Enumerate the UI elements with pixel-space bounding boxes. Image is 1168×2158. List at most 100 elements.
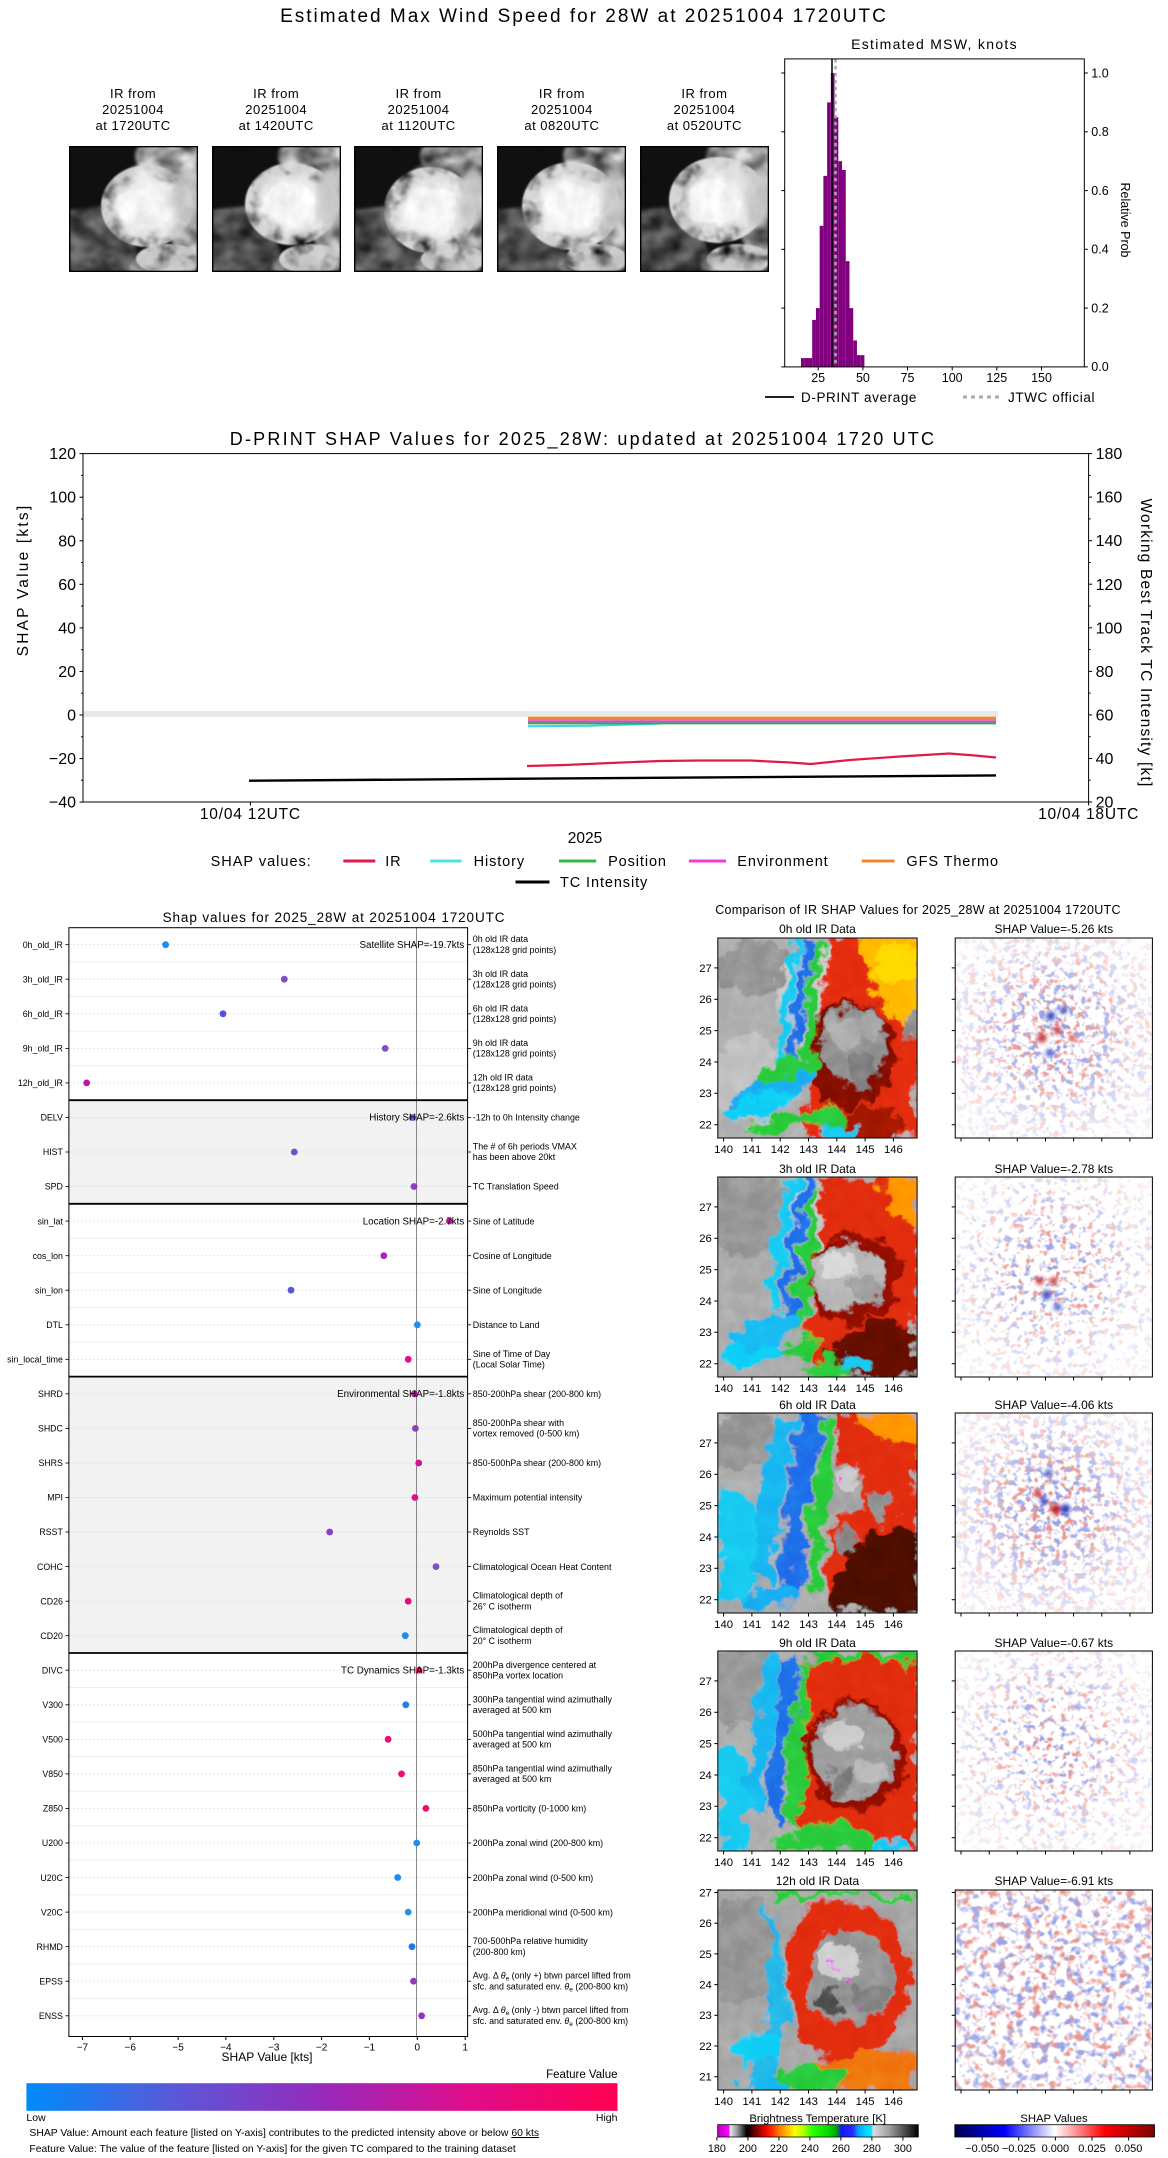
svg-text:22: 22 [699, 1833, 712, 1845]
svg-text:History: History [474, 854, 525, 870]
svg-text:500hPa tangential wind azimuth: 500hPa tangential wind azimuthally [473, 1729, 613, 1739]
svg-text:145: 145 [856, 1144, 875, 1156]
svg-text:Relative Prob: Relative Prob [1118, 182, 1132, 257]
svg-text:3h_old_IR: 3h_old_IR [23, 975, 63, 985]
svg-text:Sine of Longitude: Sine of Longitude [473, 1285, 542, 1295]
svg-text:23: 23 [699, 1563, 712, 1575]
svg-text:143: 143 [799, 1619, 818, 1631]
svg-text:141: 141 [742, 1857, 761, 1869]
svg-text:Avg. Δ θe (only +) btwn parcel: Avg. Δ θe (only +) btwn parcel lifted fr… [473, 1971, 631, 1983]
svg-text:averaged at 500 km: averaged at 500 km [473, 1705, 551, 1715]
svg-text:260: 260 [832, 2143, 850, 2155]
svg-text:146: 146 [884, 1857, 903, 1869]
svg-text:25: 25 [699, 1739, 712, 1751]
svg-text:Feature Value: The value of th: Feature Value: The value of the feature … [29, 2144, 515, 2155]
svg-text:High: High [596, 2112, 618, 2124]
svg-text:25: 25 [699, 1501, 712, 1513]
svg-text:sfc. and saturated env. θe (20: sfc. and saturated env. θe (200-800 km) [473, 1981, 628, 1993]
svg-text:(128x128 grid points): (128x128 grid points) [473, 945, 556, 955]
svg-text:6h_old_IR: 6h_old_IR [23, 1009, 63, 1019]
svg-text:TC Intensity: TC Intensity [560, 875, 648, 891]
svg-text:SPD: SPD [45, 1182, 63, 1192]
svg-text:23: 23 [699, 1088, 712, 1100]
svg-text:25: 25 [811, 371, 825, 385]
svg-text:180: 180 [1096, 446, 1123, 463]
svg-text:SHRD: SHRD [38, 1389, 63, 1399]
svg-text:141: 141 [742, 1619, 761, 1631]
svg-text:100: 100 [1096, 620, 1123, 637]
svg-text:Reynolds SST: Reynolds SST [473, 1527, 530, 1537]
svg-text:(128x128 grid points): (128x128 grid points) [473, 1083, 556, 1093]
svg-text:25: 25 [699, 1949, 712, 1961]
svg-text:22: 22 [699, 2041, 712, 2053]
svg-text:142: 142 [771, 1383, 790, 1395]
svg-text:Avg. Δ θe (only -) btwn parcel: Avg. Δ θe (only -) btwn parcel lifted fr… [473, 2005, 629, 2017]
svg-text:142: 142 [771, 1619, 790, 1631]
svg-text:24: 24 [699, 1979, 712, 1991]
svg-text:CD20: CD20 [40, 1631, 63, 1641]
svg-text:25: 25 [699, 1265, 712, 1277]
svg-text:-12h to 0h Intensity change: -12h to 0h Intensity change [473, 1113, 580, 1123]
svg-text:−0.050: −0.050 [965, 2143, 999, 2155]
svg-text:sfc. and saturated env. θe (20: sfc. and saturated env. θe (200-800 km) [473, 2016, 628, 2028]
svg-text:24: 24 [699, 1770, 712, 1782]
svg-text:9h_old_IR: 9h_old_IR [23, 1044, 63, 1054]
svg-text:850-500hPa shear (200-800 km): 850-500hPa shear (200-800 km) [473, 1458, 601, 1468]
svg-text:144: 144 [827, 1857, 846, 1869]
svg-text:146: 146 [884, 1383, 903, 1395]
svg-text:Environmental SHAP=-1.8kts: Environmental SHAP=-1.8kts [337, 1389, 464, 1400]
svg-text:SHRS: SHRS [38, 1458, 63, 1468]
svg-text:26: 26 [699, 1918, 712, 1930]
svg-text:23: 23 [699, 2010, 712, 2022]
svg-text:ENSS: ENSS [39, 2011, 63, 2021]
svg-text:Working Best Track TC Intensit: Working Best Track TC Intensity [kt] [1137, 499, 1154, 788]
svg-text:Sine of Latitude: Sine of Latitude [473, 1216, 535, 1226]
svg-text:142: 142 [771, 1144, 790, 1156]
svg-text:SHAP values:: SHAP values: [211, 854, 312, 870]
svg-text:22: 22 [699, 1595, 712, 1607]
svg-text:26° C isotherm: 26° C isotherm [473, 1601, 532, 1611]
svg-text:24: 24 [699, 1296, 712, 1308]
svg-text:0.025: 0.025 [1078, 2143, 1106, 2155]
svg-text:20: 20 [1096, 795, 1114, 812]
svg-text:EPSS: EPSS [39, 1976, 63, 1986]
svg-text:SHDC: SHDC [38, 1424, 64, 1434]
svg-text:Climatological depth of: Climatological depth of [473, 1591, 563, 1601]
svg-text:0.2: 0.2 [1091, 301, 1108, 315]
svg-text:cos_lon: cos_lon [33, 1251, 63, 1261]
svg-text:700-500hPa relative humidity: 700-500hPa relative humidity [473, 1936, 589, 1946]
svg-text:145: 145 [856, 1619, 875, 1631]
svg-text:125: 125 [986, 371, 1007, 385]
svg-text:Climatological Ocean Heat Cont: Climatological Ocean Heat Content [473, 1562, 612, 1572]
svg-text:120: 120 [49, 446, 76, 463]
svg-text:DIVC: DIVC [42, 1666, 64, 1676]
svg-text:140: 140 [714, 1619, 733, 1631]
svg-text:−40: −40 [49, 795, 76, 812]
svg-text:850hPa vortex location: 850hPa vortex location [473, 1671, 563, 1681]
svg-text:averaged at 500 km: averaged at 500 km [473, 1740, 551, 1750]
svg-text:V300: V300 [42, 1700, 63, 1710]
svg-text:−6: −6 [124, 2043, 136, 2054]
svg-text:23: 23 [699, 1801, 712, 1813]
svg-text:140: 140 [1096, 533, 1123, 550]
svg-text:240: 240 [801, 2143, 819, 2155]
svg-text:DELV: DELV [41, 1113, 63, 1123]
svg-text:3h old IR data: 3h old IR data [473, 969, 528, 979]
svg-text:280: 280 [863, 2143, 881, 2155]
svg-text:SHAP Values: SHAP Values [1020, 2113, 1088, 2125]
svg-text:142: 142 [771, 1857, 790, 1869]
svg-text:26: 26 [699, 1707, 712, 1719]
svg-text:50: 50 [856, 371, 870, 385]
svg-text:12h old IR data: 12h old IR data [473, 1072, 533, 1082]
svg-text:0.6: 0.6 [1091, 184, 1108, 198]
svg-text:141: 141 [742, 1144, 761, 1156]
svg-text:143: 143 [799, 1383, 818, 1395]
svg-text:27: 27 [699, 1676, 712, 1688]
svg-text:0.050: 0.050 [1115, 2143, 1143, 2155]
svg-text:24: 24 [699, 1532, 712, 1544]
svg-text:60: 60 [58, 577, 76, 594]
svg-text:160: 160 [1096, 490, 1123, 507]
svg-text:0h old IR data: 0h old IR data [473, 934, 528, 944]
svg-text:0h_old_IR: 0h_old_IR [23, 940, 63, 950]
svg-text:SHAP Value [kts]: SHAP Value [kts] [222, 2050, 313, 2064]
